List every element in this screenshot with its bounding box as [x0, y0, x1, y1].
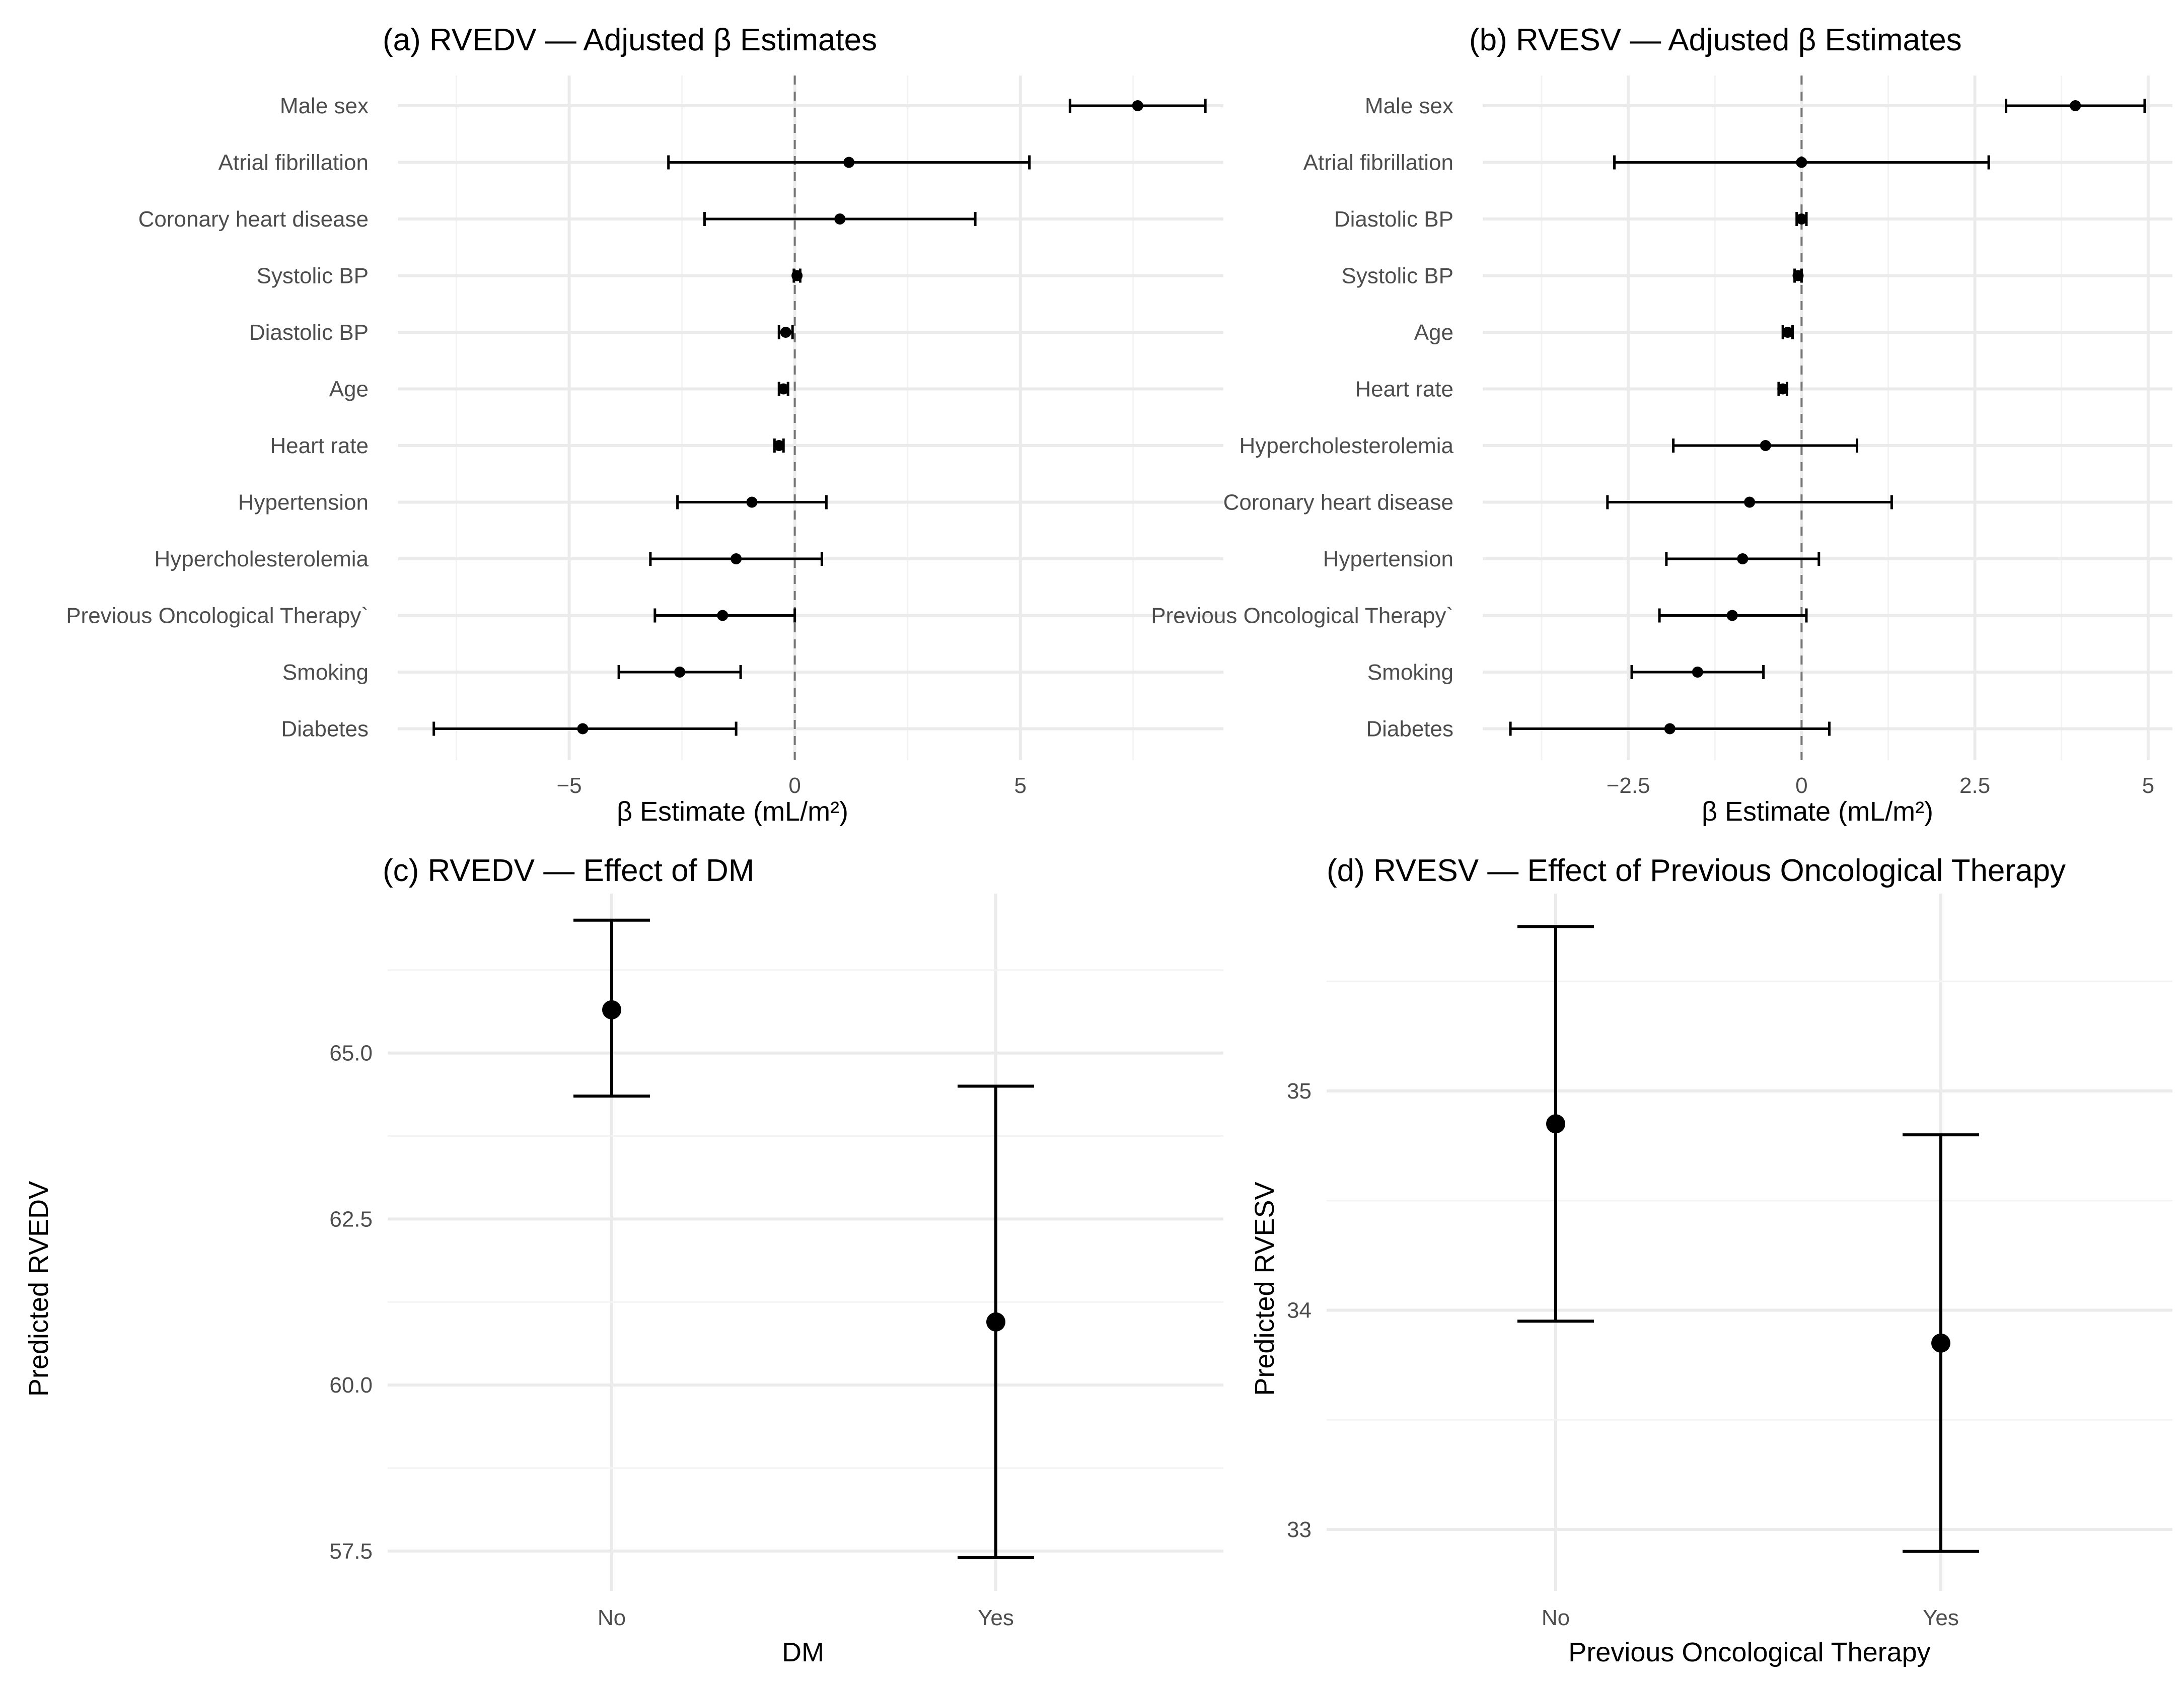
estimate-point — [731, 553, 742, 564]
category-label: Yes — [978, 1605, 1014, 1630]
term-label: Male sex — [280, 94, 369, 118]
estimate-point — [2070, 100, 2081, 111]
estimate-point — [1744, 496, 1756, 508]
estimate-point — [1664, 723, 1676, 735]
estimate-point — [791, 270, 803, 281]
x-tick-label: −5 — [556, 773, 581, 798]
term-label: Heart rate — [270, 433, 369, 458]
term-label: Coronary heart disease — [138, 207, 369, 232]
estimate-point — [674, 667, 686, 678]
estimate-point — [1782, 327, 1793, 338]
x-tick-label: 2.5 — [1959, 773, 1990, 798]
term-label: Male sex — [1365, 94, 1453, 118]
term-label: Diabetes — [281, 717, 369, 742]
y-tick-label: 34 — [1287, 1298, 1312, 1323]
y-tick-label: 60.0 — [329, 1373, 373, 1398]
estimate-point — [577, 723, 589, 735]
term-label: Diastolic BP — [249, 320, 369, 345]
estimate-point — [717, 610, 729, 621]
term-label: Coronary heart disease — [1223, 490, 1453, 515]
estimate-point — [834, 213, 846, 225]
term-label: Systolic BP — [1341, 264, 1453, 288]
predicted-point — [1931, 1333, 1950, 1353]
estimate-point — [843, 157, 855, 168]
panel-a-title: (a) RVEDV — Adjusted β Estimates — [383, 23, 877, 57]
panel-b-rvesv-beta-estimates: (b) RVESV — Adjusted β Estimates Male se… — [1151, 23, 2172, 827]
panel-d-title: (d) RVESV — Effect of Previous Oncologic… — [1327, 853, 2066, 888]
x-tick-label: 5 — [2142, 773, 2154, 798]
panel-d-rvesv-effect-of-therapy: (d) RVESV — Effect of Previous Oncologic… — [1250, 853, 2172, 1667]
panel-c-title: (c) RVEDV — Effect of DM — [383, 853, 754, 888]
estimate-point — [1132, 100, 1143, 111]
term-label: Diabetes — [1366, 717, 1453, 742]
panel-b-x-axis-title: β Estimate (mL/m²) — [1702, 796, 1933, 827]
predicted-point — [602, 1000, 621, 1019]
term-label: Hypertension — [238, 490, 369, 515]
estimate-point — [1792, 270, 1804, 281]
estimate-point — [780, 327, 791, 338]
estimate-point — [1726, 610, 1738, 621]
predicted-point — [986, 1312, 1005, 1332]
term-label: Smoking — [282, 660, 369, 685]
estimate-point — [773, 440, 785, 451]
panel-c-y-axis-title: Predicted RVEDV — [24, 1181, 54, 1397]
estimate-point — [1692, 667, 1703, 678]
x-tick-label: 0 — [788, 773, 800, 798]
panel-d-x-axis-title: Previous Oncological Therapy — [1568, 1637, 1930, 1667]
term-label: Atrial fibrillation — [219, 151, 369, 175]
estimate-point — [1737, 553, 1749, 564]
term-label: Smoking — [1367, 660, 1453, 685]
x-tick-label: 0 — [1795, 773, 1807, 798]
x-tick-label: 5 — [1014, 773, 1026, 798]
panel-d-y-axis-title: Predicted RVESV — [1250, 1182, 1280, 1396]
term-label: Hypercholesterolemia — [1239, 433, 1453, 458]
term-label: Systolic BP — [256, 264, 369, 288]
category-label: Yes — [1923, 1605, 1959, 1630]
term-label: Age — [1414, 320, 1453, 345]
panel-a-rvedv-beta-estimates: (a) RVEDV — Adjusted β Estimates Male se… — [66, 23, 1223, 827]
term-label: Atrial fibrillation — [1303, 151, 1453, 175]
x-tick-label: −2.5 — [1607, 773, 1650, 798]
y-tick-label: 33 — [1287, 1517, 1312, 1542]
panel-c-rvedv-effect-of-dm: (c) RVEDV — Effect of DM 57.5 60.0 62.5 65.… — [24, 853, 1223, 1667]
estimate-point — [778, 383, 789, 395]
estimate-point — [1760, 440, 1771, 451]
estimate-point — [1777, 383, 1789, 395]
y-tick-label: 35 — [1287, 1079, 1312, 1104]
y-tick-label: 62.5 — [329, 1207, 373, 1231]
term-label: Previous Oncological Therapy` — [1151, 604, 1453, 628]
term-label: Heart rate — [1355, 377, 1453, 402]
estimate-point — [1796, 157, 1807, 168]
term-label: Diastolic BP — [1334, 207, 1453, 232]
term-label: Previous Oncological Therapy` — [66, 604, 369, 628]
term-label: Hypercholesterolemia — [154, 547, 369, 571]
category-label: No — [1542, 1605, 1570, 1630]
panel-b-title: (b) RVESV — Adjusted β Estimates — [1469, 23, 1962, 57]
y-tick-label: 57.5 — [329, 1539, 373, 1564]
term-label: Age — [329, 377, 369, 402]
term-label: Hypertension — [1323, 547, 1453, 571]
y-tick-label: 65.0 — [329, 1041, 373, 1066]
predicted-point — [1546, 1114, 1565, 1134]
estimate-point — [1796, 213, 1807, 225]
estimate-point — [746, 496, 758, 508]
category-label: No — [598, 1605, 626, 1630]
panel-c-x-axis-title: DM — [782, 1637, 824, 1667]
panel-a-x-axis-title: β Estimate (mL/m²) — [617, 796, 848, 827]
